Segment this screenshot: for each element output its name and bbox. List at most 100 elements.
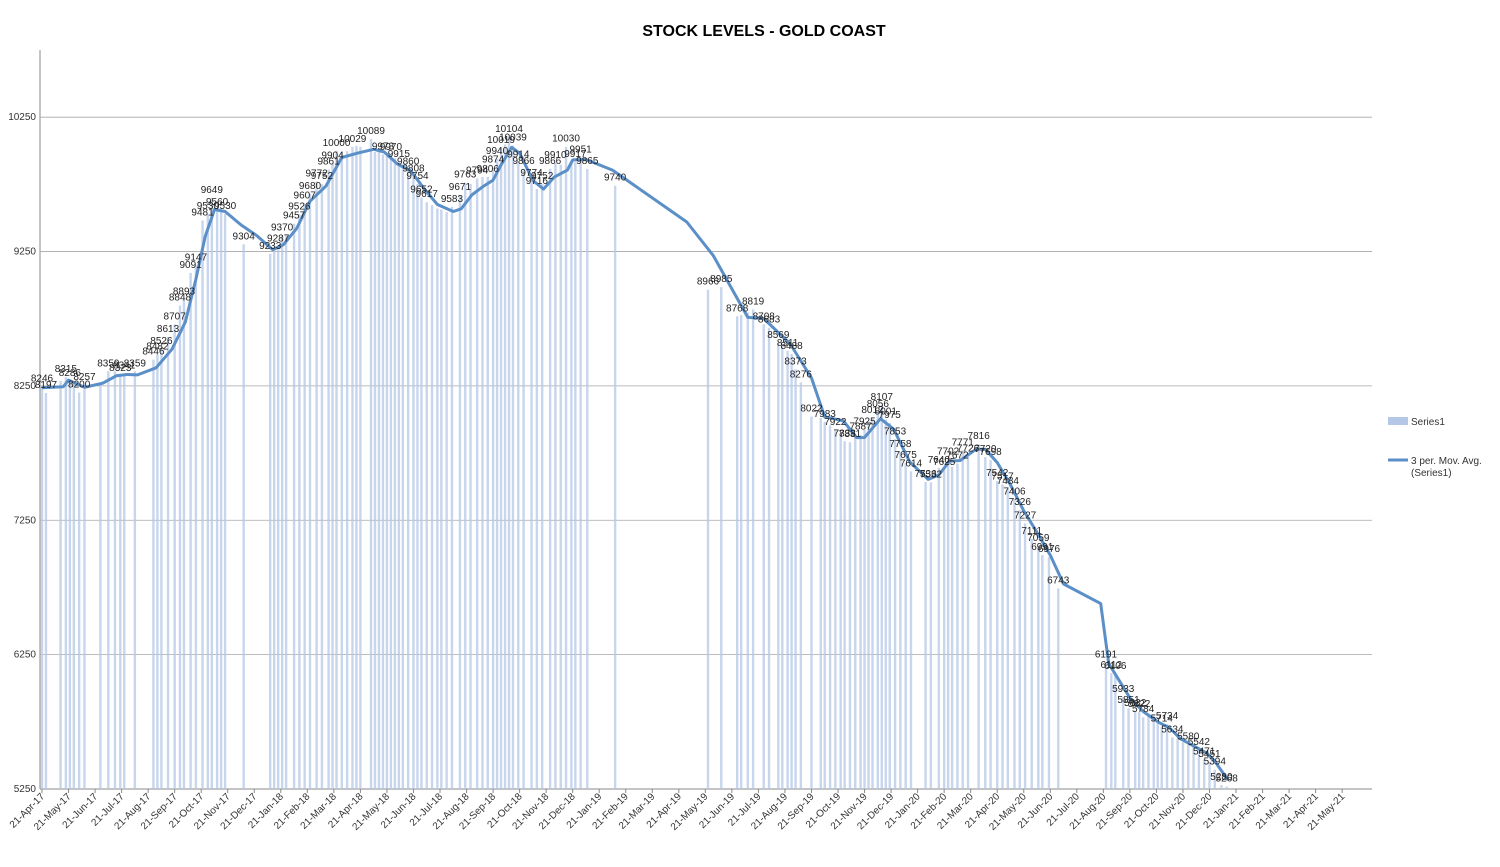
bar xyxy=(1141,717,1145,789)
bar xyxy=(1110,673,1113,789)
data-label: 8768 xyxy=(726,303,749,314)
data-label: 7925 xyxy=(853,417,876,428)
bar xyxy=(268,253,272,789)
data-label: 9583 xyxy=(441,194,464,205)
data-label: 9866 xyxy=(539,156,562,167)
bar xyxy=(834,429,837,789)
data-label: 8257 xyxy=(73,372,96,383)
bar xyxy=(303,203,306,789)
data-label: 9370 xyxy=(271,222,294,233)
data-label: 10030 xyxy=(552,134,580,145)
bar xyxy=(320,184,324,789)
bar xyxy=(767,327,771,789)
data-label: 9481 xyxy=(191,208,214,219)
bar xyxy=(272,247,276,789)
data-label: 8001 xyxy=(875,406,898,417)
data-label: 7672 xyxy=(946,451,969,462)
data-label: 9617 xyxy=(416,189,439,200)
legend-swatch-series1 xyxy=(1388,417,1408,425)
bar xyxy=(475,178,479,789)
data-label: 9915 xyxy=(388,149,411,160)
bar xyxy=(486,176,489,789)
bar xyxy=(40,386,44,789)
data-label: 10029 xyxy=(339,134,367,145)
bar xyxy=(843,441,846,789)
bar xyxy=(1122,697,1125,789)
data-label: 9973 xyxy=(372,141,395,152)
data-label: 8056 xyxy=(867,399,890,410)
bar xyxy=(899,452,902,789)
bar xyxy=(961,450,964,789)
data-label: 6191 xyxy=(1095,650,1118,661)
data-label: 8315 xyxy=(55,364,78,375)
bar xyxy=(1037,545,1040,789)
data-label: 8893 xyxy=(173,287,196,298)
data-label: 5451 xyxy=(1198,749,1221,760)
data-label: 9740 xyxy=(604,173,627,184)
bar xyxy=(397,162,401,790)
data-label: 9607 xyxy=(294,191,317,202)
bar xyxy=(613,185,617,789)
data-label: 8683 xyxy=(758,315,781,326)
bar xyxy=(445,212,448,789)
data-label: 9808 xyxy=(402,164,425,175)
data-label: 9287 xyxy=(267,234,290,245)
data-label: 9671 xyxy=(449,182,472,193)
data-label: 9752 xyxy=(531,171,554,182)
bar xyxy=(450,206,454,789)
bar xyxy=(559,164,562,789)
bar xyxy=(570,162,573,790)
data-label: 7675 xyxy=(895,450,918,461)
bar xyxy=(1220,784,1223,789)
bar xyxy=(1171,737,1174,789)
data-label: 9910 xyxy=(544,150,567,161)
data-label: 10104 xyxy=(495,124,523,135)
bar xyxy=(315,181,318,789)
data-label: 5822 xyxy=(1128,699,1151,710)
data-label: 9457 xyxy=(283,211,306,222)
bar xyxy=(909,471,913,789)
bar xyxy=(206,213,210,789)
y-tick-label: 7250 xyxy=(14,515,37,526)
bar xyxy=(430,205,434,789)
data-label: 8819 xyxy=(742,296,765,307)
bar xyxy=(99,384,102,789)
data-label: 6743 xyxy=(1047,575,1070,586)
bar xyxy=(956,463,959,789)
data-label: 9860 xyxy=(397,157,420,168)
bar xyxy=(469,183,472,790)
data-label: 7975 xyxy=(879,410,902,421)
data-label: 5734 xyxy=(1156,711,1179,722)
data-label: 9752 xyxy=(311,171,334,182)
bar xyxy=(884,419,887,789)
bar xyxy=(548,168,552,789)
bar xyxy=(284,235,288,789)
x-axis-ticks: 21-Apr-1721-May-1721-Jun-1721-Jul-1721-A… xyxy=(8,789,1348,833)
data-label: 5784 xyxy=(1132,704,1155,715)
data-label: 9526 xyxy=(288,201,311,212)
data-label: 7484 xyxy=(997,476,1020,487)
data-label: 7838 xyxy=(834,428,857,439)
moving-average-line xyxy=(41,145,1230,781)
data-label: 6106 xyxy=(1104,661,1127,672)
bar xyxy=(1181,742,1185,789)
data-label: 7983 xyxy=(814,409,837,420)
data-label: 9806 xyxy=(477,164,500,175)
data-label: 7698 xyxy=(979,447,1002,458)
data-label: 5933 xyxy=(1112,684,1135,695)
bar xyxy=(377,151,381,790)
data-label: 7922 xyxy=(824,417,847,428)
data-label: 8341 xyxy=(113,361,136,372)
bar xyxy=(412,176,415,789)
bar xyxy=(113,371,117,789)
bar xyxy=(173,324,176,789)
data-label: 9147 xyxy=(185,252,208,263)
data-label: 9091 xyxy=(179,260,202,271)
data-label: 5580 xyxy=(1177,732,1200,743)
bar xyxy=(491,167,495,790)
bar xyxy=(393,158,397,789)
bar xyxy=(166,337,170,789)
data-label: 9970 xyxy=(380,142,403,153)
